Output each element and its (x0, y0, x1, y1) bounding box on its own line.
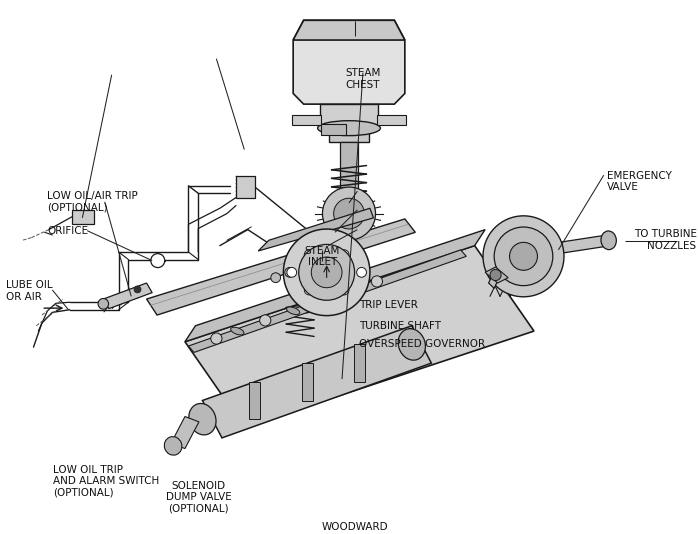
Ellipse shape (318, 121, 380, 136)
Circle shape (283, 229, 370, 316)
Polygon shape (202, 326, 431, 438)
Circle shape (490, 270, 501, 280)
Text: LUBE OIL
OR AIR: LUBE OIL OR AIR (6, 280, 52, 302)
Text: WOODWARD
GOVERNOR: WOODWARD GOVERNOR (321, 522, 388, 534)
Ellipse shape (164, 437, 182, 455)
Text: OVERSPEED GOVERNOR: OVERSPEED GOVERNOR (359, 340, 486, 349)
Ellipse shape (398, 329, 426, 360)
Polygon shape (293, 20, 405, 40)
Circle shape (304, 250, 314, 260)
Polygon shape (188, 250, 466, 352)
Text: STEAM
INLET: STEAM INLET (305, 246, 340, 267)
Text: SOLENOID
DUMP VALVE
(OPTIONAL): SOLENOID DUMP VALVE (OPTIONAL) (166, 481, 232, 514)
Text: TO TURBINE
NOZZLES: TO TURBINE NOZZLES (634, 230, 697, 251)
Circle shape (287, 268, 297, 277)
Ellipse shape (230, 327, 244, 335)
Polygon shape (171, 417, 199, 449)
Text: ORIFICE: ORIFICE (47, 226, 89, 235)
Circle shape (260, 315, 271, 326)
Polygon shape (320, 104, 378, 128)
Polygon shape (485, 267, 508, 283)
Polygon shape (377, 115, 406, 125)
Text: LOW OIL/AIR TRIP
(OPTIONAL): LOW OIL/AIR TRIP (OPTIONAL) (47, 191, 138, 213)
Ellipse shape (601, 231, 616, 249)
Circle shape (285, 268, 295, 277)
Polygon shape (185, 246, 534, 427)
Polygon shape (489, 254, 529, 288)
Circle shape (371, 276, 383, 287)
Polygon shape (236, 176, 255, 198)
Circle shape (322, 187, 376, 240)
Ellipse shape (349, 287, 363, 295)
Text: STEAM
CHEST: STEAM CHEST (346, 68, 380, 90)
Polygon shape (302, 363, 313, 400)
Polygon shape (147, 219, 415, 315)
Polygon shape (103, 283, 152, 309)
Text: EMERGENCY
VALVE: EMERGENCY VALVE (607, 171, 672, 192)
Text: TRIP LEVER: TRIP LEVER (359, 301, 418, 310)
Circle shape (510, 242, 537, 270)
Polygon shape (72, 210, 94, 224)
Text: LOW OIL TRIP
AND ALARM SWITCH
(OPTIONAL): LOW OIL TRIP AND ALARM SWITCH (OPTIONAL) (53, 465, 159, 498)
Circle shape (483, 216, 564, 297)
Polygon shape (293, 20, 405, 104)
Circle shape (304, 285, 314, 295)
Polygon shape (321, 124, 346, 135)
Polygon shape (340, 142, 358, 208)
Circle shape (334, 198, 364, 229)
Circle shape (311, 257, 342, 288)
Circle shape (299, 245, 355, 300)
Text: TURBINE SHAFT: TURBINE SHAFT (359, 321, 441, 331)
Circle shape (271, 273, 281, 282)
Ellipse shape (286, 307, 300, 315)
Circle shape (211, 333, 222, 344)
Polygon shape (354, 344, 365, 382)
Circle shape (151, 254, 165, 268)
Circle shape (134, 286, 141, 293)
Polygon shape (544, 235, 611, 255)
Polygon shape (258, 208, 373, 251)
Circle shape (494, 227, 553, 286)
Polygon shape (185, 230, 485, 342)
Polygon shape (329, 128, 369, 142)
Circle shape (315, 295, 327, 305)
Polygon shape (249, 382, 260, 419)
Circle shape (339, 250, 349, 260)
Ellipse shape (188, 404, 216, 435)
Circle shape (357, 268, 366, 277)
Polygon shape (292, 115, 321, 125)
Circle shape (339, 285, 349, 295)
Ellipse shape (98, 299, 109, 309)
